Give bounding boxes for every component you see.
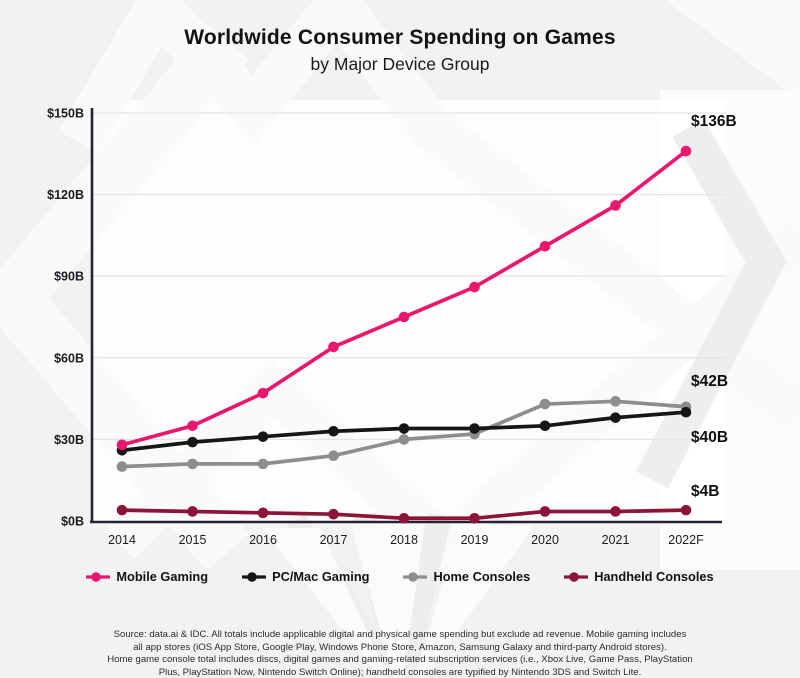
source-note: Source: data.ai & IDC. All totals includ… (50, 629, 750, 678)
source-note-line: Home game console total includes discs, … (107, 654, 693, 666)
data-point-mobile-gaming (328, 341, 339, 353)
legend-item-mobile-gaming: Mobile Gaming (86, 569, 208, 584)
x-tick-label: 2020 (531, 533, 559, 547)
x-tick-label: 2019 (461, 533, 489, 547)
data-point-pc-mac-gaming (469, 423, 480, 434)
data-point-handheld-consoles (610, 506, 621, 517)
legend-label: Home Consoles (433, 569, 531, 584)
x-tick-label: 2022F (668, 533, 704, 547)
legend-label: Mobile Gaming (116, 569, 209, 584)
data-point-handheld-consoles (257, 507, 269, 519)
legend-marker-icon (86, 571, 111, 582)
data-point-mobile-gaming (539, 240, 551, 252)
legend-item-pc-mac-gaming: PC/Mac Gaming (242, 569, 369, 584)
data-point-home-consoles (610, 396, 621, 407)
data-point-handheld-consoles (398, 512, 410, 524)
y-tick-label: $150B (47, 107, 84, 121)
chart-title: Worldwide Consumer Spending on Games (184, 26, 616, 49)
data-point-pc-mac-gaming (398, 423, 410, 434)
legend-marker-icon (564, 571, 589, 582)
data-point-mobile-gaming (187, 420, 198, 432)
data-point-mobile-gaming (680, 145, 692, 157)
data-point-home-consoles (187, 458, 198, 470)
data-point-home-consoles (257, 458, 269, 470)
data-point-pc-mac-gaming (187, 436, 198, 448)
legend-item-home-consoles: Home Consoles (403, 569, 530, 584)
y-tick-label: $60B (54, 351, 84, 365)
data-point-home-consoles (328, 450, 339, 462)
x-tick-label: 2018 (390, 533, 418, 547)
data-point-pc-mac-gaming (257, 431, 269, 442)
y-tick-label: $0B (61, 515, 84, 529)
y-tick-label: $30B (54, 433, 84, 447)
source-note-line: Plus, PlayStation Now, Nintendo Switch O… (158, 666, 642, 678)
x-tick-label: 2015 (179, 533, 207, 547)
y-tick-label: $120B (47, 188, 84, 202)
end-label-home-consoles: $42B (691, 373, 728, 390)
legend-label: Handheld Consoles (594, 569, 714, 584)
data-point-mobile-gaming (469, 281, 480, 293)
corner-facet (665, 0, 800, 100)
left-chevron (0, 23, 250, 571)
data-point-handheld-consoles (116, 504, 128, 516)
end-label-mobile-gaming: $136B (691, 113, 737, 130)
data-point-mobile-gaming (610, 200, 621, 211)
data-point-home-consoles (116, 461, 128, 472)
x-tick-label: 2017 (320, 533, 348, 547)
legend-marker-icon (242, 571, 267, 582)
data-point-pc-mac-gaming (610, 412, 621, 423)
legend-label: PC/Mac Gaming (272, 569, 370, 584)
data-point-handheld-consoles (680, 504, 692, 516)
data-point-mobile-gaming (398, 311, 410, 323)
data-point-home-consoles (398, 434, 410, 445)
legend-item-handheld-consoles: Handheld Consoles (564, 569, 714, 584)
data-point-pc-mac-gaming (539, 420, 551, 432)
end-label-pc-mac-gaming: $40B (691, 429, 728, 446)
y-tick-label: $90B (54, 270, 84, 284)
data-point-handheld-consoles (328, 508, 339, 520)
x-tick-label: 2021 (602, 533, 630, 547)
end-label-handheld-consoles: $4B (691, 483, 719, 500)
source-note-line: all app stores (iOS App Store, Google Pl… (133, 641, 667, 653)
data-point-pc-mac-gaming (328, 425, 339, 437)
data-point-mobile-gaming (116, 439, 128, 451)
data-point-handheld-consoles (469, 512, 480, 524)
data-point-pc-mac-gaming (680, 406, 692, 418)
x-tick-label: 2014 (108, 533, 136, 547)
data-point-home-consoles (539, 398, 551, 410)
data-point-handheld-consoles (187, 506, 198, 517)
crown-zigzag (58, 0, 800, 434)
data-point-mobile-gaming (257, 387, 269, 399)
x-tick-label: 2016 (249, 533, 277, 547)
legend-marker-icon (403, 571, 428, 582)
chart-legend: Mobile Gaming PC/Mac Gaming Home Consoles H… (0, 569, 800, 584)
chart-header: Worldwide Consumer Spending on Games by … (0, 26, 800, 75)
chart-subtitle: by Major Device Group (310, 54, 490, 74)
series-line-home-consoles (120, 399, 688, 469)
data-point-handheld-consoles (539, 506, 551, 517)
source-note-line: Source: data.ai & IDC. All totals includ… (113, 629, 687, 640)
bottom-white-wedges (262, 522, 535, 678)
